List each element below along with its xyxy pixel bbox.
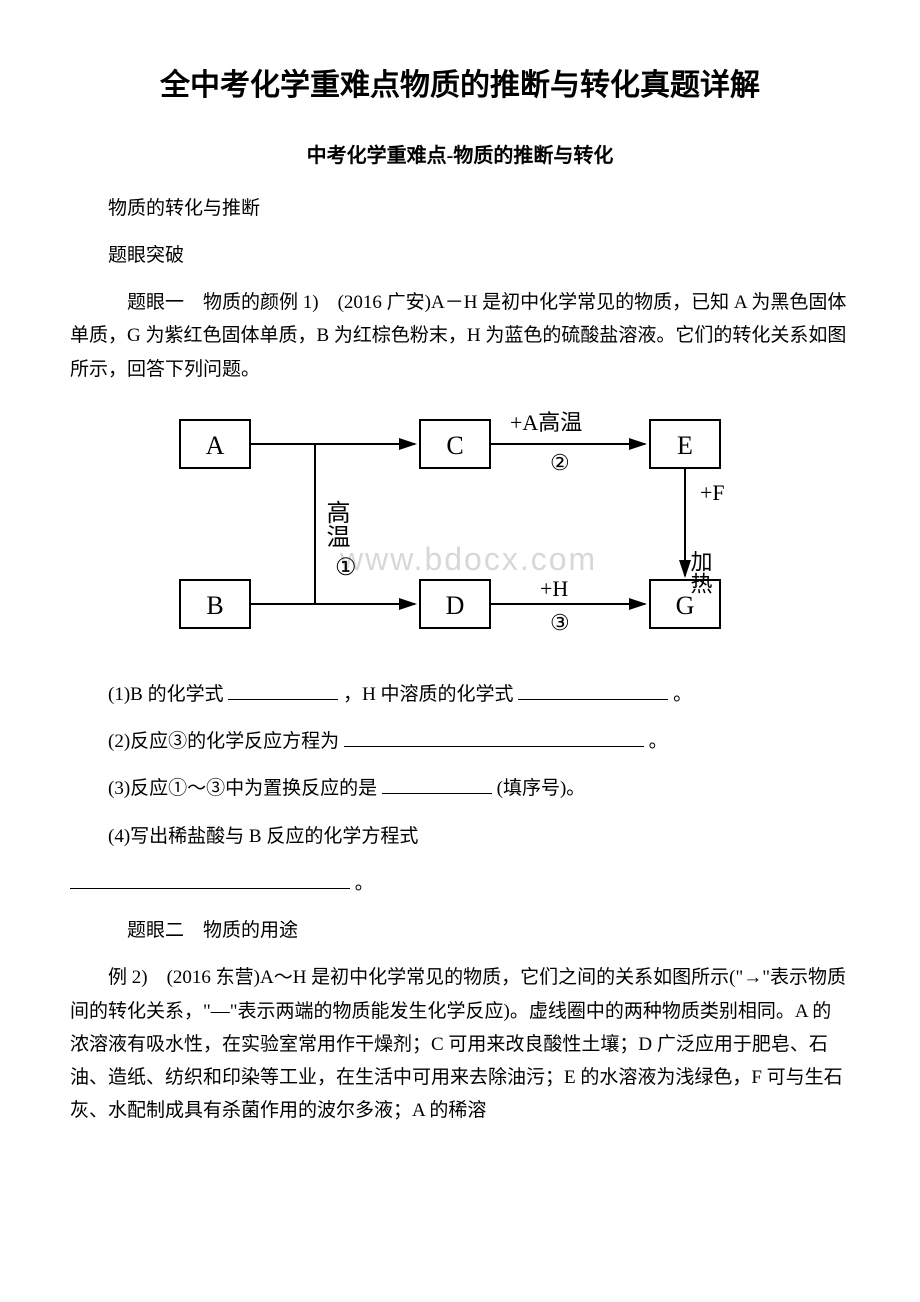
q4-end: 。 xyxy=(355,873,374,894)
box-c-label: C xyxy=(446,431,463,460)
box-a-label: A xyxy=(206,431,225,460)
circle-1: ① xyxy=(335,555,357,581)
page-title: 全中考化学重难点物质的推断与转化真题详解 xyxy=(70,60,850,113)
question-1: (1)B 的化学式 ，H 中溶质的化学式 。 xyxy=(70,678,850,711)
watermark-text: www.bdocx.com xyxy=(339,541,597,577)
question-2: (2)反应③的化学反应方程为 。 xyxy=(70,725,850,758)
page-subtitle: 中考化学重难点-物质的推断与转化 xyxy=(70,139,850,174)
plus-h-label: +H xyxy=(540,576,568,601)
q1-end: 。 xyxy=(673,684,692,705)
q4-prefix: (4)写出稀盐酸与 B 反应的化学方程式 xyxy=(108,826,418,847)
box-b-label: B xyxy=(206,591,223,620)
q1-mid: ，H 中溶质的化学式 xyxy=(343,684,513,705)
q2-prefix: (2)反应③的化学反应方程为 xyxy=(108,731,339,752)
transformation-diagram: www.bdocx.com A B C D E G 高温 ① +A高温 ② +H… xyxy=(160,400,760,660)
q3-prefix: (3)反应①～③中为置换反应的是 xyxy=(108,778,377,799)
eye2-heading: 题眼二 物质的用途 xyxy=(70,914,850,947)
circle-2: ② xyxy=(550,450,570,475)
q2-end: 。 xyxy=(649,731,668,752)
q3-blank xyxy=(382,775,492,794)
heat-label: 加热 xyxy=(688,550,713,594)
q3-end: (填序号)。 xyxy=(497,778,586,799)
q4-blank xyxy=(70,870,350,889)
question-4-blank-row: 。 xyxy=(70,867,850,900)
eye1-heading: 题眼一 物质的颜例 1) (2016 广安)A－H 是初中化学常见的物质，已知 … xyxy=(70,286,850,386)
subject-line: 物质的转化与推断 xyxy=(70,192,850,225)
box-e-label: E xyxy=(677,431,693,460)
plus-a-label: +A高温 xyxy=(510,410,582,435)
question-3: (3)反应①～③中为置换反应的是 (填序号)。 xyxy=(70,772,850,805)
question-4: (4)写出稀盐酸与 B 反应的化学方程式 xyxy=(70,820,850,853)
q2-blank xyxy=(344,728,644,747)
box-d-label: D xyxy=(446,591,465,620)
diagram-wrap: www.bdocx.com A B C D E G 高温 ① +A高温 ② +H… xyxy=(70,400,850,660)
circle-3: ③ xyxy=(550,610,570,635)
q1-blank-2 xyxy=(518,681,668,700)
hi-temp-label: 高温 xyxy=(322,500,350,548)
breakthrough-line: 题眼突破 xyxy=(70,239,850,272)
q1-blank-1 xyxy=(228,681,338,700)
q1-prefix: (1)B 的化学式 xyxy=(108,684,224,705)
example-2: 例 2) (2016 东营)A～H 是初中化学常见的物质，它们之间的关系如图所示… xyxy=(70,961,850,1127)
box-g-label: G xyxy=(676,591,695,620)
plus-f-label: +F xyxy=(700,480,725,505)
